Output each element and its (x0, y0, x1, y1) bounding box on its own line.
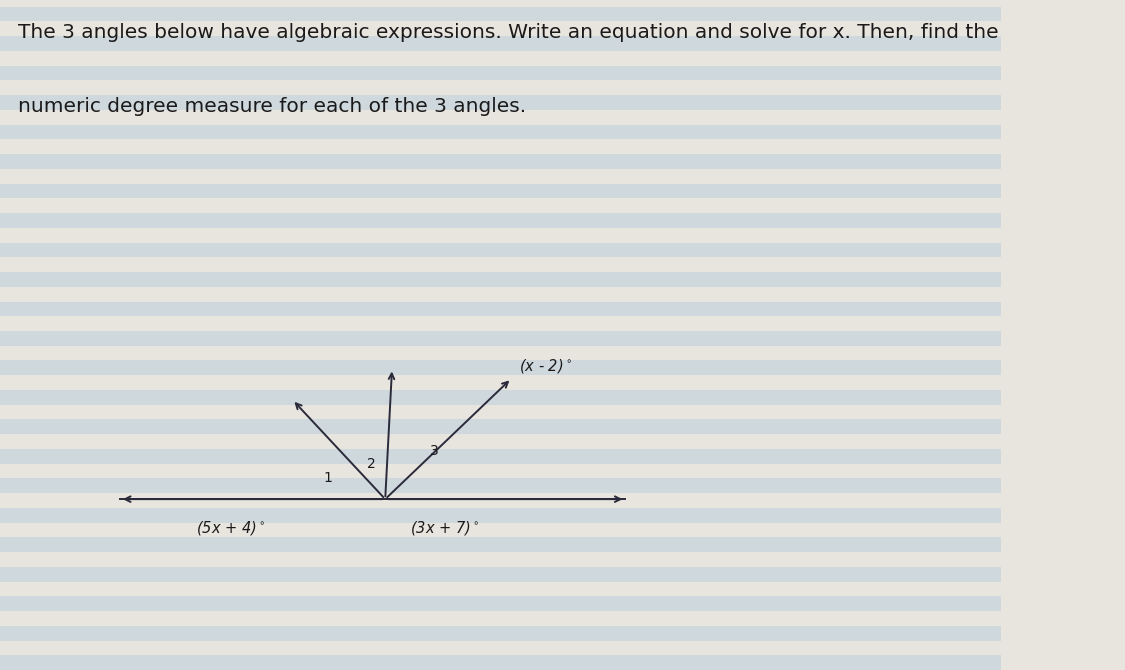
Bar (0, 390, 1000, 405)
Bar (0, 552, 1000, 567)
Bar (0, 375, 1000, 390)
Bar (0, 493, 1000, 508)
Bar (0, 228, 1000, 243)
Bar (0, 567, 1000, 582)
Bar (0, 626, 1000, 641)
Text: (x - 2)$^\circ$: (x - 2)$^\circ$ (520, 357, 573, 375)
Bar (0, 110, 1000, 125)
Bar (0, 95, 1000, 110)
Bar (0, 243, 1000, 257)
Bar (0, 419, 1000, 434)
Text: The 3 angles below have algebraic expressions. Write an equation and solve for x: The 3 angles below have algebraic expres… (18, 23, 999, 42)
Bar (0, 508, 1000, 523)
Bar (0, 449, 1000, 464)
Bar (0, 21, 1000, 36)
Bar (0, 139, 1000, 154)
Text: 1: 1 (324, 471, 333, 485)
Bar (0, 316, 1000, 331)
Bar (0, 169, 1000, 184)
Bar (0, 611, 1000, 626)
Bar (0, 66, 1000, 80)
Bar (0, 198, 1000, 213)
Bar (0, 36, 1000, 51)
Bar (0, 464, 1000, 478)
Bar (0, 537, 1000, 552)
Bar (0, 523, 1000, 537)
Bar (0, 272, 1000, 287)
Bar (0, 125, 1000, 139)
Text: 3: 3 (430, 444, 439, 458)
Text: (3x + 7)$^\circ$: (3x + 7)$^\circ$ (411, 519, 479, 537)
Text: 2: 2 (367, 456, 376, 470)
Bar (0, 478, 1000, 493)
Bar (0, 641, 1000, 655)
Bar (0, 582, 1000, 596)
Text: numeric degree measure for each of the 3 angles.: numeric degree measure for each of the 3… (18, 97, 526, 116)
Bar (0, 346, 1000, 360)
Bar (0, 154, 1000, 169)
Bar (0, 51, 1000, 66)
Bar (0, 302, 1000, 316)
Bar (0, 405, 1000, 419)
Bar (0, 0, 1000, 7)
Bar (0, 596, 1000, 611)
Bar (0, 287, 1000, 302)
Bar (0, 184, 1000, 198)
Bar (0, 434, 1000, 449)
Text: (5x + 4)$^\circ$: (5x + 4)$^\circ$ (196, 519, 264, 537)
Bar (0, 257, 1000, 272)
Bar (0, 80, 1000, 95)
Bar (0, 655, 1000, 670)
Bar (0, 331, 1000, 346)
Bar (0, 213, 1000, 228)
Bar (0, 360, 1000, 375)
Bar (0, 7, 1000, 21)
